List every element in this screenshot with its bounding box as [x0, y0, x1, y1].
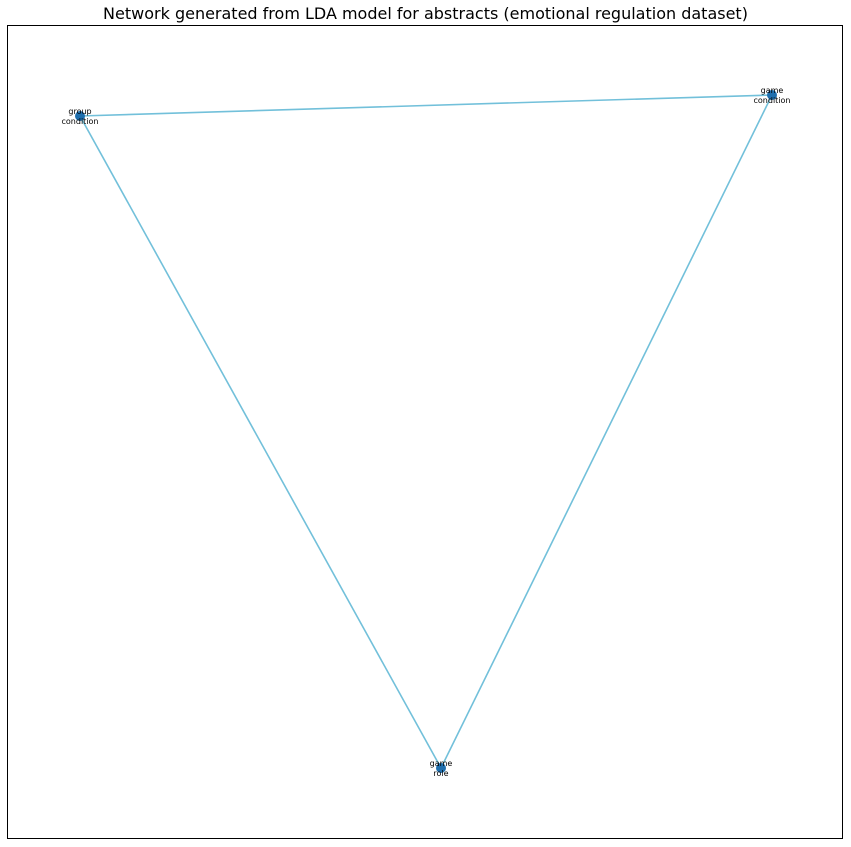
node-label-line1: game [761, 86, 784, 95]
edge-group_condition-game_condition [79, 94, 773, 117]
node-game_role [436, 763, 446, 773]
node-label-line2: condition [62, 117, 99, 126]
edges-layer [79, 94, 773, 769]
chart-title: Network generated from LDA model for abs… [103, 4, 748, 23]
node-label-group_condition: group condition [62, 107, 99, 126]
edge-group_condition-game_role [79, 115, 442, 769]
node-label-line2: condition [754, 96, 791, 105]
node-label-line1: game [430, 759, 453, 768]
node-label-game_condition: game condition [754, 86, 791, 105]
nodes-layer [75, 90, 777, 773]
node-label-line2: role [433, 769, 448, 778]
node-label-line1: group [68, 107, 91, 116]
node-group_condition [75, 111, 85, 121]
node-label-game_role: game role [430, 759, 453, 778]
plot-frame [7, 25, 843, 839]
edge-game_condition-game_role [440, 94, 773, 769]
node-game_condition [767, 90, 777, 100]
